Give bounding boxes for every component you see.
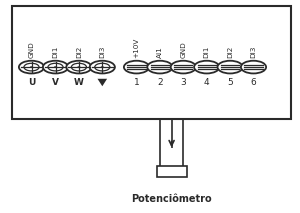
Ellipse shape	[194, 61, 219, 73]
Text: DI2: DI2	[227, 45, 233, 58]
Ellipse shape	[48, 63, 63, 71]
Text: V: V	[52, 78, 59, 87]
Text: U: U	[28, 78, 35, 87]
Text: +10V: +10V	[134, 37, 140, 58]
Text: W: W	[74, 78, 84, 87]
Text: 2: 2	[157, 78, 163, 87]
Ellipse shape	[124, 61, 149, 73]
Ellipse shape	[24, 63, 39, 71]
Ellipse shape	[77, 66, 80, 68]
Text: AI1: AI1	[157, 46, 163, 58]
Text: GND: GND	[180, 41, 186, 58]
Text: DI2: DI2	[76, 45, 82, 58]
Ellipse shape	[90, 61, 115, 73]
Text: 6: 6	[250, 78, 256, 87]
Ellipse shape	[30, 66, 33, 68]
Text: DI1: DI1	[204, 45, 210, 58]
Text: GND: GND	[28, 41, 34, 58]
Ellipse shape	[218, 61, 243, 73]
Text: 1: 1	[134, 78, 140, 87]
FancyArrow shape	[98, 79, 107, 86]
Ellipse shape	[43, 61, 68, 73]
Text: 4: 4	[204, 78, 209, 87]
Ellipse shape	[171, 61, 196, 73]
Ellipse shape	[19, 61, 44, 73]
Ellipse shape	[54, 66, 57, 68]
FancyBboxPatch shape	[157, 166, 187, 177]
Ellipse shape	[147, 61, 172, 73]
Text: DI3: DI3	[250, 45, 256, 58]
FancyBboxPatch shape	[12, 6, 291, 119]
Ellipse shape	[241, 61, 266, 73]
Text: DI3: DI3	[99, 45, 105, 58]
Ellipse shape	[101, 66, 104, 68]
Ellipse shape	[71, 63, 86, 71]
Ellipse shape	[95, 63, 110, 71]
Text: Potenciômetro: Potenciômetro	[131, 194, 212, 204]
Text: 5: 5	[227, 78, 233, 87]
Text: DI1: DI1	[52, 45, 59, 58]
Ellipse shape	[66, 61, 92, 73]
Text: 3: 3	[180, 78, 186, 87]
